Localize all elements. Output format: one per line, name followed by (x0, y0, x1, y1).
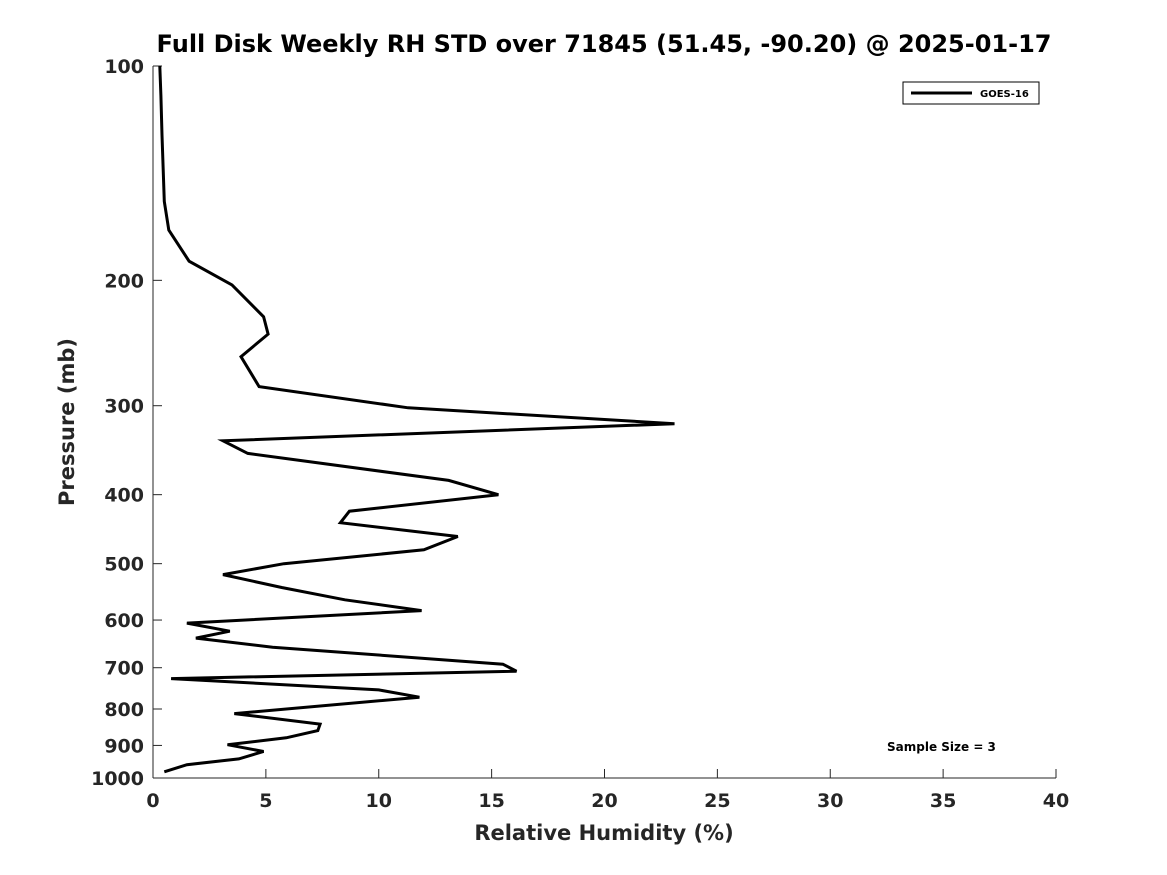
y-tick-label: 1000 (91, 768, 144, 790)
x-tick-label: 15 (478, 790, 504, 812)
x-tick-label: 40 (1043, 790, 1069, 812)
x-tick-label: 0 (146, 790, 159, 812)
y-tick-label: 900 (104, 735, 144, 757)
y-axis-label: Pressure (mb) (55, 338, 79, 506)
x-tick-label: 35 (930, 790, 956, 812)
y-tick-label: 600 (104, 610, 144, 632)
x-tick-label: 30 (817, 790, 843, 812)
y-tick-label: 200 (104, 270, 144, 292)
plot-axes (152, 66, 1056, 779)
x-ticks: 0 5 10 15 20 25 30 35 40 (146, 769, 1069, 812)
x-axis-label: Relative Humidity (%) (474, 821, 733, 845)
sample-size-annotation: Sample Size = 3 (887, 740, 996, 754)
x-tick-label: 25 (704, 790, 730, 812)
y-tick-label: 800 (104, 699, 144, 721)
x-tick-label: 10 (366, 790, 392, 812)
y-tick-label: 300 (104, 396, 144, 418)
legend: GOES-16 (902, 81, 1040, 105)
chart-title: Full Disk Weekly RH STD over 71845 (51.4… (157, 30, 1052, 58)
y-ticks: 100 200 300 400 500 600 700 800 900 1000 (91, 56, 162, 790)
x-tick-label: 20 (591, 790, 617, 812)
y-tick-label: 100 (104, 56, 144, 78)
y-tick-label: 500 (104, 554, 144, 576)
y-tick-label: 400 (104, 485, 144, 507)
x-tick-label: 5 (259, 790, 272, 812)
y-tick-label: 700 (104, 658, 144, 680)
legend-label-goes-16: GOES-16 (980, 89, 1029, 100)
series-line-goes-16 (158, 65, 675, 774)
